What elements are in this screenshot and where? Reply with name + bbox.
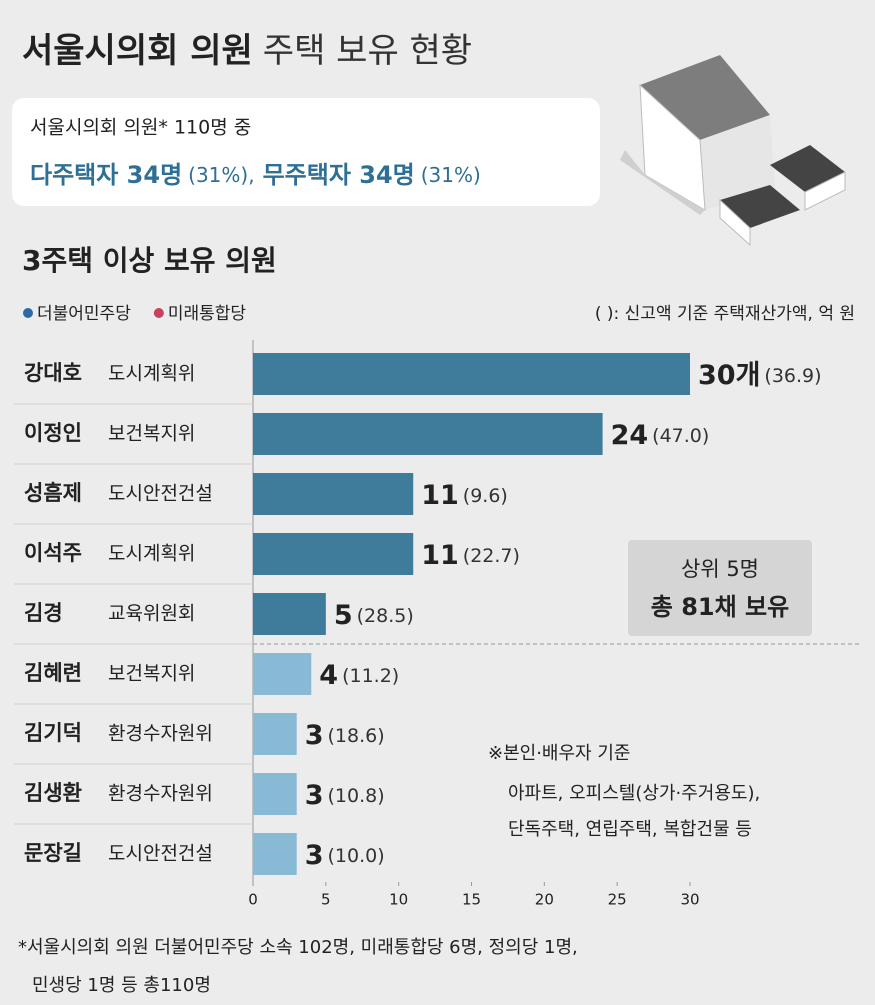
- category-label: 김생환: [24, 781, 82, 805]
- category-label: 김혜련: [24, 661, 82, 685]
- x-tick-label: 15: [462, 891, 481, 909]
- asset-label: (47.0): [652, 425, 709, 447]
- summary-part: (31%): [421, 163, 481, 187]
- subtitle: 3주택 이상 보유 의원: [22, 244, 277, 277]
- bar: [253, 353, 690, 395]
- title-suffix: 주택 보유 현황: [263, 31, 472, 71]
- category-label: 김경: [24, 601, 63, 625]
- asset-label: (10.8): [327, 785, 384, 807]
- legend-label: 미래통합당: [168, 304, 247, 324]
- asset-label: (10.0): [327, 845, 384, 867]
- category-label: 김기덕: [24, 721, 82, 745]
- bar: [253, 413, 603, 455]
- committee-label: 도시안전건설: [108, 843, 213, 865]
- asset-label: (11.2): [342, 665, 399, 687]
- note-line: ※본인·배우자 기준: [488, 743, 630, 764]
- annotation-line: 총 81채 보유: [651, 593, 789, 621]
- committee-label: 교육위원회: [108, 603, 195, 625]
- category-label: 성흠제: [24, 481, 82, 505]
- note-line: 단독주택, 연립주택, 복합건물 등: [508, 819, 752, 840]
- bar: [253, 473, 414, 515]
- value-label-group: 11 (22.7): [421, 540, 520, 571]
- bar: [253, 533, 414, 575]
- annotation-line: 상위 5명: [681, 557, 759, 581]
- value-label: 5: [334, 600, 353, 631]
- category-label: 이정인: [24, 421, 82, 445]
- value-label-group: 5 (28.5): [334, 600, 414, 631]
- legend-dot: [153, 308, 164, 318]
- footnote-line: 민생당 1명 등 총110명: [32, 975, 211, 996]
- summary-highlight: 다주택자 34명 (31%), 무주택자 34명 (31%): [30, 161, 481, 189]
- summary-intro: 서울시의회 의원* 110명 중: [30, 117, 251, 139]
- committee-label: 보건복지위: [108, 663, 195, 685]
- summary-part: (31%),: [188, 163, 254, 187]
- house-icon: [620, 55, 846, 247]
- value-label-group: 11 (9.6): [421, 480, 508, 511]
- chart-title: 서울시의회 의원 주택 보유 현황: [22, 31, 472, 71]
- committee-label: 도시계획위: [108, 543, 195, 565]
- bar: [253, 653, 312, 695]
- asset-label: (18.6): [327, 725, 384, 747]
- committee-label: 도시안전건설: [108, 483, 213, 505]
- value-label-group: 3 (18.6): [305, 720, 385, 751]
- bar: [253, 713, 297, 755]
- asset-label: (36.9): [764, 365, 821, 387]
- legend-note: ( ): 신고액 기준 주택재산가액, 억 원: [595, 304, 855, 324]
- x-tick-label: 5: [321, 891, 331, 909]
- note-line: 아파트, 오피스텔(상가·주거용도),: [508, 783, 760, 804]
- x-tick-label: 20: [535, 891, 554, 909]
- bar: [253, 773, 297, 815]
- value-label: 3: [305, 840, 324, 871]
- asset-label: (22.7): [463, 545, 520, 567]
- title-main: 서울시의회 의원: [22, 31, 253, 71]
- value-label: 4: [319, 660, 338, 691]
- x-tick-label: 10: [389, 891, 408, 909]
- value-label: 11: [421, 540, 459, 571]
- committee-label: 도시계획위: [108, 363, 195, 385]
- committee-label: 보건복지위: [108, 423, 195, 445]
- value-label-group: 4 (11.2): [319, 660, 399, 691]
- footnote-line: *서울시의회 의원 더불어민주당 소속 102명, 미래통합당 6명, 정의당 …: [18, 937, 578, 958]
- value-label-group: 3 (10.0): [305, 840, 385, 871]
- legend-dot: [23, 308, 33, 318]
- value-label: 24: [611, 420, 649, 451]
- value-label: 3: [305, 720, 324, 751]
- category-label: 이석주: [24, 541, 82, 565]
- value-label: 3: [305, 780, 324, 811]
- value-label-group: 3 (10.8): [305, 780, 385, 811]
- summary-part: 다주택자 34명: [30, 161, 182, 189]
- legend-label: 더불어민주당: [37, 304, 131, 324]
- asset-label: (28.5): [357, 605, 414, 627]
- asset-label: (9.6): [463, 485, 508, 507]
- committee-label: 환경수자원위: [108, 723, 213, 745]
- category-label: 강대호: [24, 361, 82, 385]
- annotation-box: [628, 540, 812, 636]
- x-tick-label: 0: [248, 891, 258, 909]
- x-tick-label: 25: [608, 891, 627, 909]
- x-tick-label: 30: [680, 891, 699, 909]
- summary-part: 무주택자 34명: [263, 161, 415, 189]
- bar: [253, 593, 326, 635]
- bar: [253, 833, 297, 875]
- category-label: 문장길: [24, 841, 82, 865]
- committee-label: 환경수자원위: [108, 783, 213, 805]
- value-label-group: 30개 (36.9): [698, 360, 822, 391]
- summary-box: [12, 98, 600, 206]
- value-label-group: 24 (47.0): [611, 420, 710, 451]
- value-label: 11: [421, 480, 459, 511]
- value-label: 30개: [698, 360, 760, 391]
